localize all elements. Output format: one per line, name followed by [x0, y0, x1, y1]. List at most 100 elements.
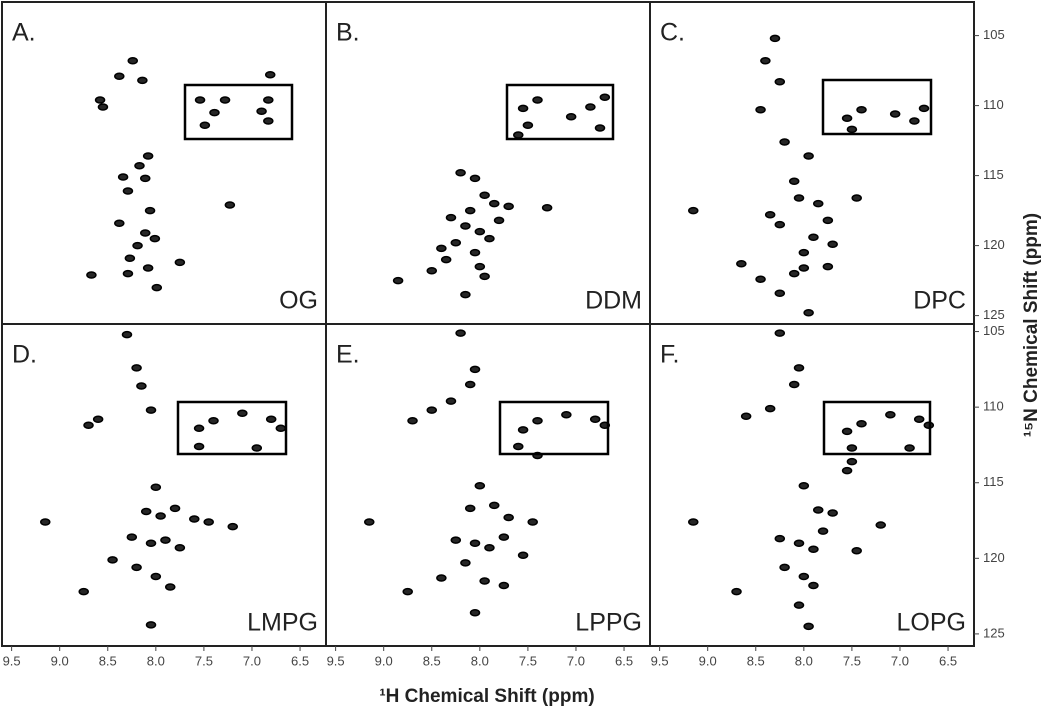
peak	[808, 545, 819, 553]
peak	[474, 227, 486, 236]
peak	[599, 93, 611, 101]
x-tick-label: 9.0	[51, 653, 69, 668]
peak	[503, 202, 514, 211]
peak	[812, 199, 824, 208]
panel-title: E.	[336, 341, 360, 369]
peak	[798, 482, 810, 490]
peak	[856, 106, 867, 114]
peak	[136, 382, 147, 390]
peak	[436, 244, 447, 253]
peak	[145, 621, 157, 629]
peak	[122, 269, 134, 278]
peak	[841, 114, 853, 122]
y-tick-label: 105	[983, 27, 1005, 42]
peak	[407, 417, 418, 425]
peak	[455, 329, 466, 337]
peak	[774, 289, 786, 297]
x-tick-label: 8.0	[471, 653, 489, 668]
peak	[450, 239, 462, 247]
peak	[227, 522, 238, 531]
peak	[94, 96, 106, 104]
x-tick-label: 8.0	[795, 653, 813, 668]
peak	[97, 103, 109, 111]
peak	[736, 260, 747, 268]
peak	[517, 104, 529, 113]
peak	[484, 543, 495, 552]
x-tick-label: 8.0	[147, 653, 165, 668]
panel-label: DDM	[585, 287, 642, 315]
panel-label: DPC	[913, 287, 966, 315]
peak	[561, 410, 572, 419]
peak	[140, 174, 151, 183]
y-tick-label: 125	[983, 625, 1005, 640]
peak	[174, 543, 186, 552]
peak	[219, 96, 231, 104]
peak	[194, 96, 206, 104]
peak	[169, 504, 181, 513]
panel-frame	[649, 1, 975, 325]
peak	[474, 482, 486, 490]
peak	[688, 206, 699, 215]
peak	[92, 415, 104, 423]
peak	[493, 216, 505, 225]
x-tick-label: 9.0	[699, 653, 717, 668]
peak	[132, 241, 143, 250]
peak	[803, 309, 814, 317]
peak	[208, 417, 219, 425]
peak	[913, 415, 925, 423]
peak	[769, 34, 781, 43]
peak	[86, 271, 97, 279]
x-tick-label: 6.5	[615, 653, 633, 668]
peak	[498, 533, 510, 541]
peak	[40, 518, 51, 526]
peak	[817, 527, 829, 535]
peak	[145, 539, 157, 547]
peak	[142, 264, 154, 272]
peak	[126, 533, 138, 541]
peak	[740, 412, 752, 420]
peak	[479, 191, 490, 199]
peak	[364, 518, 375, 526]
peak	[808, 581, 819, 590]
panel-title: F.	[660, 341, 679, 369]
peak	[142, 152, 154, 160]
peak	[484, 234, 495, 243]
peak	[760, 57, 771, 65]
peak	[918, 104, 930, 113]
peak	[822, 216, 834, 225]
y-tick-label: 110	[983, 399, 1004, 414]
peak	[798, 572, 810, 581]
peak	[263, 96, 274, 104]
panel-frame	[1, 1, 327, 325]
peak	[131, 364, 142, 372]
peak	[402, 587, 413, 596]
x-tick-label: 7.5	[195, 653, 213, 668]
peak	[803, 152, 814, 160]
peak	[127, 57, 139, 65]
peak	[469, 174, 481, 183]
peak	[851, 547, 862, 555]
peak	[841, 427, 853, 436]
peak	[798, 264, 810, 272]
peak	[164, 583, 176, 591]
peak	[450, 536, 462, 544]
peak	[117, 173, 129, 181]
peak	[827, 509, 838, 517]
panel-label: OG	[279, 287, 318, 315]
panel-frame	[1, 323, 327, 647]
peak	[199, 121, 211, 129]
peak	[251, 444, 263, 452]
peak	[764, 404, 776, 413]
peak	[599, 421, 611, 430]
peak	[779, 138, 790, 146]
peak	[460, 222, 471, 230]
y-axis-label: ¹⁵N Chemical Shift (ppm)	[1021, 213, 1042, 437]
y-tick-label: 120	[983, 550, 1005, 565]
peak	[889, 110, 901, 118]
peak	[114, 219, 125, 227]
peak	[793, 601, 805, 609]
inset-box	[505, 83, 615, 141]
panel-label: LPPG	[575, 609, 642, 637]
y-tick-label: 105	[983, 323, 1005, 338]
peak	[846, 457, 858, 466]
